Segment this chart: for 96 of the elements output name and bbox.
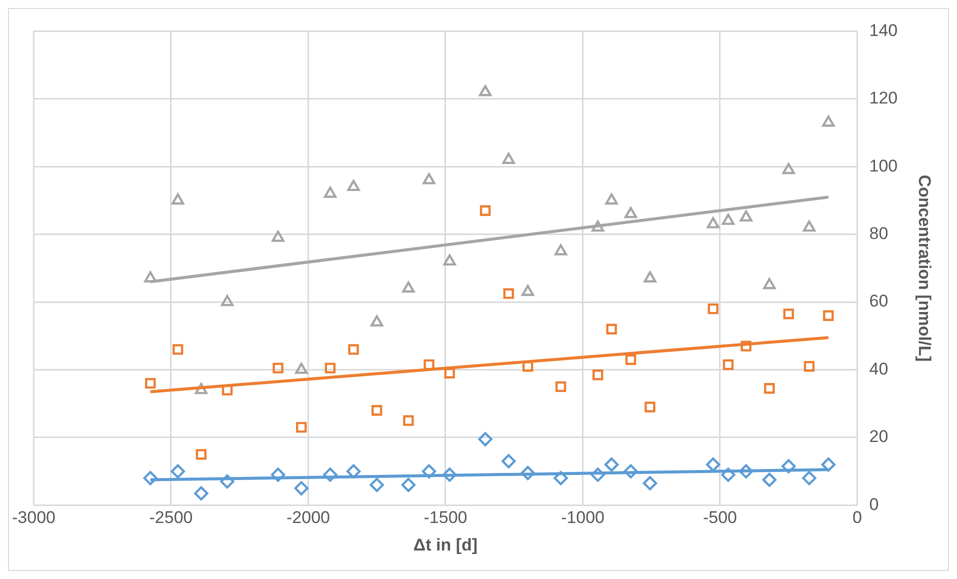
point — [502, 152, 515, 164]
x-tick-label: -3000 — [12, 508, 56, 528]
y-tick-label: 60 — [869, 292, 888, 311]
point — [624, 464, 638, 478]
point — [170, 464, 185, 478]
point — [443, 254, 456, 266]
y-tick-label: 100 — [869, 156, 898, 176]
x-tick-label: 0 — [852, 508, 862, 528]
point — [782, 459, 796, 474]
x-tick-label: -1500 — [424, 508, 468, 528]
point — [478, 85, 492, 96]
point — [145, 378, 156, 389]
point — [644, 402, 656, 412]
point — [804, 361, 815, 372]
point — [722, 359, 734, 370]
y-tick-label: 140 — [869, 20, 898, 40]
point — [522, 361, 534, 372]
point — [503, 288, 514, 299]
point — [722, 214, 735, 225]
point — [422, 464, 436, 478]
point — [294, 481, 308, 496]
y-tick-label: 80 — [869, 224, 888, 244]
point — [323, 468, 338, 482]
point — [270, 468, 286, 482]
point — [708, 303, 718, 314]
point — [194, 486, 208, 500]
point — [783, 308, 794, 320]
x-tick-label: -1000 — [560, 508, 604, 528]
point — [823, 310, 834, 321]
y-axis-title: Concentration [nmol/L] — [915, 174, 934, 362]
point — [763, 278, 776, 290]
point — [555, 381, 566, 392]
y-tick-label: 40 — [869, 359, 888, 378]
point — [592, 220, 604, 232]
point — [764, 383, 775, 394]
point — [721, 468, 736, 482]
x-tick-label: -2000 — [286, 508, 330, 528]
point — [762, 472, 776, 487]
point — [522, 284, 534, 296]
point — [802, 220, 816, 232]
point — [401, 478, 416, 492]
point — [554, 244, 568, 256]
point — [324, 186, 336, 198]
point — [554, 471, 568, 486]
point — [606, 324, 617, 334]
point — [821, 457, 836, 472]
point — [370, 478, 384, 492]
point — [592, 370, 604, 380]
point — [296, 422, 307, 433]
point — [194, 382, 208, 394]
point — [370, 315, 384, 326]
point — [172, 193, 184, 205]
y-tick-label: 120 — [869, 88, 898, 108]
point — [590, 468, 605, 482]
point — [802, 471, 816, 486]
point — [740, 340, 752, 352]
point — [520, 466, 535, 480]
point — [143, 471, 158, 486]
point — [478, 432, 492, 446]
point — [348, 344, 359, 355]
point — [502, 454, 516, 468]
point — [605, 193, 618, 205]
point — [480, 205, 491, 216]
point — [422, 173, 436, 184]
point — [740, 210, 752, 222]
point — [738, 464, 754, 478]
point — [625, 354, 636, 365]
point — [706, 217, 720, 228]
point — [644, 271, 656, 282]
point — [642, 476, 658, 490]
point — [782, 162, 795, 174]
point — [272, 362, 284, 374]
point — [172, 344, 184, 355]
point — [442, 468, 457, 482]
y-tick-label: 20 — [869, 427, 888, 446]
point — [822, 116, 835, 127]
point — [196, 449, 207, 460]
point — [324, 362, 336, 374]
point — [295, 362, 308, 374]
x-tick-label: -500 — [702, 508, 737, 528]
x-tick-label: -2500 — [149, 508, 193, 528]
point — [604, 457, 619, 472]
point — [403, 415, 414, 426]
y-tick-label: 0 — [869, 494, 879, 514]
point — [402, 281, 415, 293]
x-axis-title: Δt in [d] — [413, 535, 478, 554]
point — [346, 464, 361, 478]
point — [144, 271, 157, 282]
point — [372, 405, 382, 416]
point — [220, 294, 234, 306]
point — [272, 230, 284, 242]
point — [444, 368, 455, 378]
point — [706, 457, 720, 472]
point — [347, 180, 360, 192]
point — [220, 474, 234, 489]
point — [624, 206, 638, 218]
